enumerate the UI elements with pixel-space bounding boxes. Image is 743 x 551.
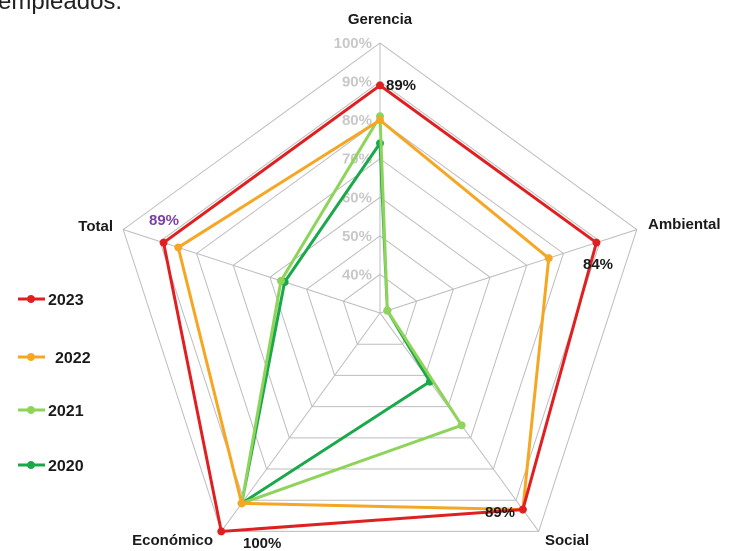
data-label: 100% <box>243 535 281 551</box>
series-point-2023 <box>217 527 226 536</box>
series-point-2023 <box>518 505 527 514</box>
legend-label: 2023 <box>48 292 84 309</box>
legend-label: 2021 <box>48 403 84 420</box>
series-point-2023 <box>376 81 384 90</box>
tick-label: 90% <box>342 74 372 91</box>
page-caption-fragment: empleados. <box>0 0 123 15</box>
legend-label: 2020 <box>48 458 84 475</box>
tick-label: 40% <box>342 266 372 283</box>
series-point-2021 <box>383 306 392 315</box>
grid-ring-100 <box>122 42 638 532</box>
chart-series <box>159 81 601 536</box>
chart-annotations: 89% 84% 89% 100% 89% <box>149 77 613 551</box>
tick-label: 50% <box>342 228 372 245</box>
data-label: 84% <box>583 256 613 273</box>
axis-label: Ambiental <box>648 216 721 233</box>
series-line-2020 <box>240 141 432 505</box>
chart-axis-labels: Gerencia Ambiental Social Económico Total <box>78 11 720 549</box>
legend-marker-2023 <box>27 295 35 303</box>
series-line-2023 <box>162 83 598 533</box>
grid-ring-70 <box>232 158 528 439</box>
chart-legend: 2023 2022 2021 2020 <box>18 292 91 475</box>
axis-label: Social <box>545 532 589 549</box>
series-point-2023 <box>592 238 601 247</box>
axis-label: Gerencia <box>348 11 413 28</box>
legend-label: 2022 <box>55 350 91 367</box>
grid-ring-80 <box>195 119 565 470</box>
series-point-2021 <box>276 276 285 285</box>
grid-ring-50 <box>306 235 454 376</box>
grid-ring-40 <box>342 273 418 345</box>
tick-label: 60% <box>342 189 372 206</box>
data-label: 89% <box>149 212 179 229</box>
series-line-2021 <box>240 114 464 505</box>
axis-label: Económico <box>132 532 213 549</box>
tick-label: 80% <box>342 112 372 129</box>
legend-marker-2020 <box>27 461 35 469</box>
axis-spoke <box>220 312 381 532</box>
grid-ring-60 <box>269 196 491 408</box>
data-label: 89% <box>386 77 416 94</box>
series-point-2022 <box>544 254 553 263</box>
series-point-2022 <box>174 243 183 252</box>
series-point-2023 <box>159 238 168 247</box>
series-point-2022 <box>376 116 384 125</box>
series-point-2022 <box>237 499 246 508</box>
axis-label: Total <box>78 218 113 235</box>
legend-marker-2022 <box>27 353 35 361</box>
grid-ring-90 <box>159 80 601 501</box>
series-point-2021 <box>457 421 466 430</box>
tick-label: 100% <box>334 35 372 52</box>
data-label: 89% <box>485 504 515 521</box>
legend-marker-2021 <box>27 406 35 414</box>
series-line-2022 <box>176 118 551 512</box>
